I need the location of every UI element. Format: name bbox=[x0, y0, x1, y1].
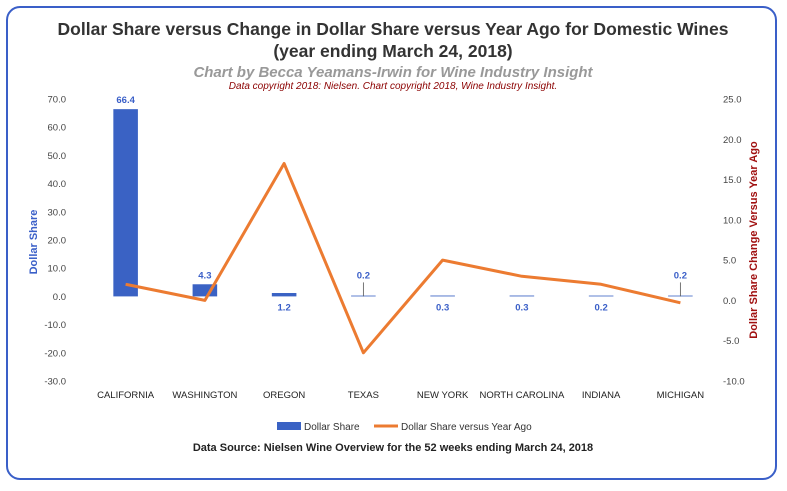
category-label: INDIANA bbox=[582, 390, 621, 401]
chart-subtitle: Chart by Becca Yeamans-Irwin for Wine In… bbox=[193, 64, 593, 81]
right-axis-ticks: 25.0 20.0 15.0 10.0 5.0 0.0 -5.0 -10.0 bbox=[723, 95, 745, 388]
bar-data-label: 0.3 bbox=[515, 302, 528, 313]
legend: Dollar Share Dollar Share versus Year Ag… bbox=[277, 422, 532, 433]
bar-series bbox=[113, 109, 693, 297]
left-tick-label: 0.0 bbox=[53, 292, 66, 303]
category-label: TEXAS bbox=[348, 390, 379, 401]
category-label: OREGON bbox=[263, 390, 305, 401]
chart-title-line2: (year ending March 24, 2018) bbox=[273, 41, 512, 61]
bar-data-labels: 66.4 4.3 1.2 0.2 0.3 0.3 0.2 0.2 bbox=[116, 95, 687, 313]
right-tick-label: -10.0 bbox=[723, 377, 745, 388]
left-tick-label: -20.0 bbox=[44, 348, 66, 359]
bar bbox=[509, 295, 535, 297]
category-label: MICHIGAN bbox=[657, 390, 705, 401]
right-tick-label: 5.0 bbox=[723, 256, 736, 267]
left-tick-label: 40.0 bbox=[48, 179, 67, 190]
legend-swatch-bar bbox=[277, 422, 301, 430]
left-tick-label: 70.0 bbox=[48, 95, 67, 106]
right-tick-label: -5.0 bbox=[723, 336, 739, 347]
bar-data-label: 1.2 bbox=[278, 302, 291, 313]
bar bbox=[113, 109, 138, 297]
bar bbox=[588, 295, 614, 297]
bar-data-label: 0.2 bbox=[357, 270, 370, 281]
line-series bbox=[125, 162, 681, 355]
legend-label-bar: Dollar Share bbox=[304, 422, 360, 433]
data-source-note: Data Source: Nielsen Wine Overview for t… bbox=[193, 442, 593, 454]
left-tick-label: 20.0 bbox=[48, 236, 67, 247]
bar bbox=[430, 295, 455, 297]
left-tick-label: 60.0 bbox=[48, 123, 67, 134]
left-axis-label: Dollar Share bbox=[28, 210, 40, 275]
label-leader-lines bbox=[362, 282, 681, 297]
right-tick-label: 0.0 bbox=[723, 296, 736, 307]
left-tick-label: 50.0 bbox=[48, 151, 67, 162]
copyright-note: Data copyright 2018: Nielsen. Chart copy… bbox=[229, 81, 557, 92]
right-axis-label: Dollar Share Change Versus Year Ago bbox=[748, 141, 760, 339]
bar-data-label: 66.4 bbox=[116, 95, 135, 106]
category-label: NORTH CAROLINA bbox=[479, 390, 564, 401]
left-tick-label: 30.0 bbox=[48, 207, 67, 218]
right-tick-label: 25.0 bbox=[723, 95, 742, 106]
legend-label-line: Dollar Share versus Year Ago bbox=[401, 422, 532, 433]
left-tick-label: -30.0 bbox=[44, 377, 66, 388]
left-tick-label: 10.0 bbox=[48, 264, 67, 275]
bar-data-label: 0.2 bbox=[595, 302, 608, 313]
right-tick-label: 15.0 bbox=[723, 175, 742, 186]
chart-title-line1: Dollar Share versus Change in Dollar Sha… bbox=[58, 19, 729, 39]
bar bbox=[271, 293, 297, 297]
bar-data-label: 4.3 bbox=[198, 270, 211, 281]
right-tick-label: 10.0 bbox=[723, 215, 742, 226]
right-tick-label: 20.0 bbox=[723, 135, 742, 146]
bar-data-label: 0.2 bbox=[674, 270, 687, 281]
left-axis-ticks: 70.0 60.0 50.0 40.0 30.0 20.0 10.0 0.0 -10.0 -20.… bbox=[44, 95, 66, 388]
left-tick-label: -10.0 bbox=[44, 320, 66, 331]
category-label: CALIFORNIA bbox=[97, 390, 155, 401]
category-labels: CALIFORNIA WASHINGTON OREGON TEXAS NEW YORK N… bbox=[97, 390, 704, 401]
category-label: NEW YORK bbox=[417, 390, 469, 401]
category-label: WASHINGTON bbox=[172, 390, 237, 401]
bar-data-label: 0.3 bbox=[436, 302, 449, 313]
